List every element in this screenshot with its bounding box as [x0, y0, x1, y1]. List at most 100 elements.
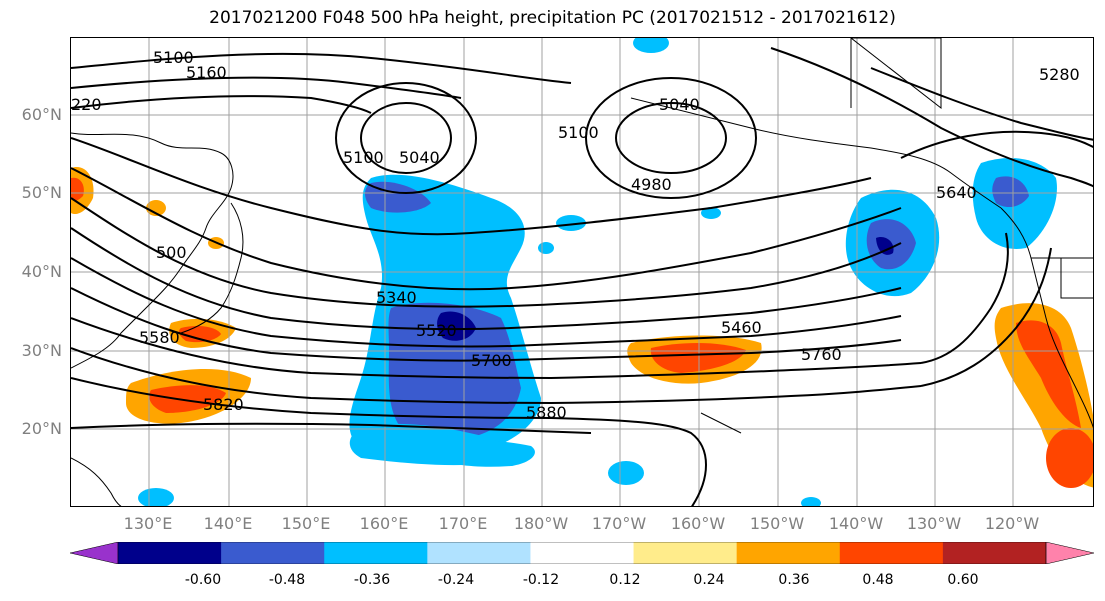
map-canvas: 5100 5160 220 5100 5040 5100 5040 4980 5… — [71, 38, 1093, 506]
contour-label: 5820 — [203, 395, 244, 414]
precip-blob-small-5 — [608, 461, 644, 485]
colorbar-cell — [221, 542, 325, 564]
contour-label: 5040 — [399, 148, 440, 167]
lon-label: 140°W — [828, 514, 884, 533]
lat-label-20n: 20°N — [21, 419, 62, 438]
colorbar-tick-label: -0.12 — [522, 572, 560, 588]
contour-east-bend-2 — [920, 247, 1052, 387]
contour-label-group: 5100 5160 220 5100 5040 5100 5040 4980 5… — [71, 48, 1080, 422]
precip-blob-east-dark — [876, 237, 894, 255]
lon-label: 150°W — [749, 514, 805, 533]
contour-5820 — [71, 377, 707, 506]
contour-label: 5100 — [558, 123, 599, 142]
precip-blob-small-1 — [633, 38, 669, 53]
colorbar-cell — [427, 542, 531, 564]
contour-5700 — [71, 317, 922, 380]
lon-label: 180°W — [513, 514, 569, 533]
contour-low-west — [360, 102, 452, 174]
contour-label: 5580 — [139, 328, 180, 347]
height-contours — [71, 47, 1093, 506]
lat-label-50n: 50°N — [21, 183, 62, 202]
precip-blob-mid-pacific-core — [650, 342, 746, 373]
contour-5580 — [71, 257, 902, 348]
precip-blob-west-pacific-core — [149, 385, 226, 413]
contour-label: 220 — [71, 95, 102, 114]
colorbar-extend-low — [70, 542, 119, 564]
colorbar-cell — [324, 542, 428, 564]
lon-label: 130°E — [123, 514, 173, 533]
contour-label: 4980 — [631, 175, 672, 194]
contour-label: 500 — [156, 243, 187, 262]
coast-asia — [71, 132, 234, 369]
coast-west-america — [1000, 207, 1093, 429]
contour-5640 — [71, 287, 902, 362]
contour-5460 — [71, 197, 902, 308]
precip-blob-central-core — [388, 302, 521, 440]
colorbar-tick-label: 0.24 — [693, 572, 725, 588]
lon-label: 170°W — [591, 514, 647, 533]
contour-5400 — [71, 167, 902, 291]
colorbar — [70, 542, 1094, 564]
contour-label: 5040 — [659, 95, 700, 114]
lon-label: 150°E — [281, 514, 331, 533]
colorbar-tick-label: -0.60 — [184, 572, 222, 588]
contour-5280-east — [770, 47, 1093, 188]
contour-label: 5520 — [416, 321, 457, 340]
canada-border — [850, 38, 942, 110]
colorbar-cell — [942, 542, 1047, 564]
precip-blob-nw-core — [71, 177, 84, 201]
colorbar-cell — [633, 542, 738, 564]
precip-blob-small-6 — [138, 488, 174, 506]
precip-blob-small-2 — [556, 215, 586, 231]
contour-5340a — [71, 137, 872, 236]
precip-blob-baja — [1046, 428, 1093, 488]
contour-east-ridge — [900, 130, 1093, 159]
precip-blob-small-7 — [801, 497, 821, 506]
colorbar-tick-label: -0.24 — [437, 572, 475, 588]
precip-negative-anomalies — [138, 38, 1057, 506]
precip-blob-small-3 — [538, 242, 554, 254]
lat-label-60n: 60°N — [21, 105, 62, 124]
contour-label: 5640 — [936, 183, 977, 202]
coast-japan — [180, 202, 244, 334]
colorbar-cells — [70, 542, 1094, 564]
lon-label: 170°E — [438, 514, 488, 533]
contour-east-bend-1 — [920, 232, 1009, 364]
contour-5520 — [71, 227, 902, 331]
colorbar-cell — [118, 542, 222, 564]
precip-blob-small-pos-1 — [146, 200, 166, 216]
contour-label: 5280 — [1039, 65, 1080, 84]
contour-5220 — [71, 95, 372, 114]
colorbar-cell — [839, 542, 944, 564]
contour-label: 5160 — [186, 63, 227, 82]
contour-label: 5100 — [343, 148, 384, 167]
lon-label: 160°W — [670, 514, 726, 533]
contour-label: 5460 — [721, 318, 762, 337]
contour-label: 5100 — [153, 48, 194, 67]
graticule — [71, 38, 1093, 506]
contour-low-west-outer — [335, 82, 477, 194]
colorbar-extend-high — [1045, 542, 1094, 564]
contour-label: 5880 — [526, 403, 567, 422]
contour-5160 — [71, 76, 462, 99]
hawaii — [700, 412, 742, 434]
colorbar-outline — [117, 542, 1047, 564]
contour-label: 5700 — [471, 351, 512, 370]
contour-label: 5760 — [801, 345, 842, 364]
colorbar-cell — [530, 542, 635, 564]
contour-label: 5340 — [376, 288, 417, 307]
lon-label: 120°W — [984, 514, 1040, 533]
contour-5760 — [71, 347, 922, 405]
contour-low-east — [615, 102, 727, 174]
lon-label: 130°W — [906, 514, 962, 533]
coast-alaska — [630, 97, 1002, 209]
precip-blob-central-dark — [437, 311, 476, 341]
map-panel: 5100 5160 220 5100 5040 5100 5040 4980 5… — [70, 37, 1094, 507]
precip-blob-coast-core — [992, 176, 1029, 208]
contour-east-2 — [870, 67, 1093, 141]
precip-blob-small-4 — [701, 207, 721, 219]
colorbar-tick-label: -0.48 — [268, 572, 306, 588]
contour-5100-north — [71, 52, 572, 84]
lon-label: 140°E — [203, 514, 253, 533]
coastlines — [71, 38, 1093, 506]
